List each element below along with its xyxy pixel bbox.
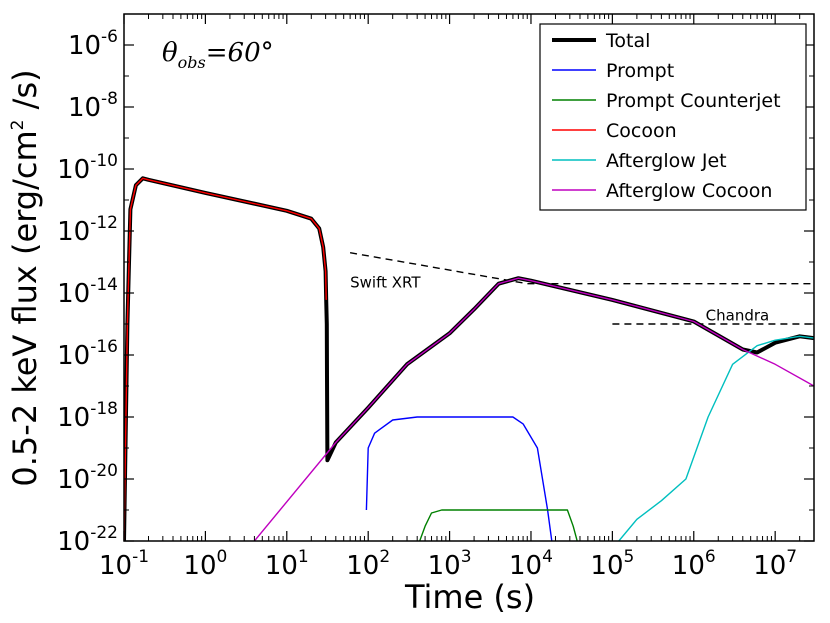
x-tick-label: 100 [183, 547, 227, 581]
theta-subscript: obs [178, 53, 206, 72]
legend-label-total: Total [605, 30, 650, 52]
y-tick-label: 10-22 [57, 523, 118, 557]
series-line-afterglow-cocoon [253, 277, 814, 541]
y-tick-label: 10-14 [57, 275, 118, 309]
y-tick-label: 10-20 [57, 461, 118, 495]
y-axis-title-suffix: /s) [6, 69, 44, 119]
y-tick-label: 10-12 [57, 213, 118, 247]
legend: Total Prompt Prompt Counterjet Cocoon Afterg… [539, 23, 807, 211]
y-axis-title-prefix: 0.5-2 keV flux (erg/cm [6, 130, 44, 486]
series-line-cocoon [124, 177, 327, 541]
series-line-prompt [365, 416, 553, 541]
ref-label-swift-xrt: Swift XRT [350, 274, 421, 292]
y-axis-title: 0.5-2 keV flux (erg/cm2 /s) [6, 69, 44, 486]
x-tick-label: 104 [509, 547, 553, 581]
series-line-afterglow-jet [618, 335, 814, 541]
x-tick-label: 103 [428, 547, 472, 581]
legend-label-cocoon: Cocoon [606, 120, 677, 142]
series-line-prompt-counterjet [419, 509, 578, 541]
reference-labels: Swift XRT Chandra [350, 274, 769, 325]
legend-label-prompt: Prompt [606, 60, 674, 82]
y-tick-label: 10-8 [68, 89, 118, 123]
x-tick-label: 105 [590, 547, 634, 581]
x-tick-label: 10-1 [99, 547, 149, 581]
x-tick-label: 106 [672, 547, 716, 581]
theta-annotation: θobs=60° [162, 38, 274, 72]
legend-label-prompt-counterjet: Prompt Counterjet [606, 90, 781, 112]
y-tick-label: 10-16 [57, 337, 118, 371]
ref-label-chandra: Chandra [706, 306, 770, 324]
y-axis-title-sup: 2 [8, 120, 28, 131]
x-tick-label: 107 [753, 547, 797, 581]
x-axis-title: Time (s) [404, 578, 535, 616]
legend-label-afterglow-cocoon: Afterglow Cocoon [606, 180, 772, 202]
x-tick-label: 102 [346, 547, 390, 581]
legend-label-afterglow-jet: Afterglow Jet [606, 150, 727, 172]
theta-symbol: θ [162, 38, 178, 68]
y-tick-label: 10-18 [57, 399, 118, 433]
axis-ticks: 10-1 100 101 102 103 104 105 106 107 10-22 10-20 10… [57, 13, 815, 581]
series-lines [124, 176, 814, 541]
y-tick-label: 10-10 [57, 151, 118, 185]
theta-value: =60° [206, 38, 274, 68]
y-tick-label: 10-6 [68, 27, 118, 61]
x-tick-label: 101 [265, 547, 309, 581]
plot-frame [123, 13, 815, 542]
reference-lines [349, 252, 814, 325]
legend-box [539, 23, 807, 211]
